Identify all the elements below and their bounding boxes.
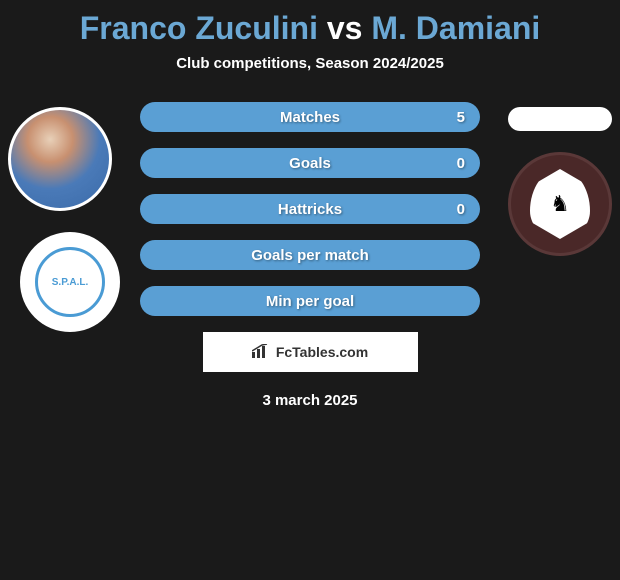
stat-row-matches: Matches 5 <box>140 102 480 132</box>
player1-avatar <box>8 107 112 211</box>
player2-club-badge: ♞ <box>508 152 612 256</box>
stat-label: Hattricks <box>278 201 342 218</box>
stat-label: Min per goal <box>266 293 354 310</box>
date-text: 3 march 2025 <box>10 392 610 409</box>
player2-name: M. Damiani <box>371 10 540 46</box>
chart-icon <box>252 344 270 361</box>
player1-club-badge: S.P.A.L. <box>20 232 120 332</box>
infographic-container: Franco Zuculini vs M. Damiani Club compe… <box>0 0 620 580</box>
stat-row-goals: Goals 0 <box>140 148 480 178</box>
comparison-title: Franco Zuculini vs M. Damiani <box>0 10 620 47</box>
stat-row-hattricks: Hattricks 0 <box>140 194 480 224</box>
stat-label: Goals per match <box>251 247 369 264</box>
player1-name: Franco Zuculini <box>80 10 318 46</box>
stat-row-mpg: Min per goal <box>140 286 480 316</box>
player2-avatar <box>508 107 612 131</box>
stat-label: Matches <box>280 109 340 126</box>
attribution-text: FcTables.com <box>276 344 368 360</box>
stat-row-gpm: Goals per match <box>140 240 480 270</box>
stat-val-right: 0 <box>457 155 465 172</box>
spal-badge-text: S.P.A.L. <box>35 247 105 317</box>
vs-text: vs <box>327 10 363 46</box>
attribution-box: FcTables.com <box>203 332 418 372</box>
stat-label: Goals <box>289 155 331 172</box>
stats-area: S.P.A.L. ♞ Matches 5 Goals 0 Hattricks 0 <box>0 102 620 409</box>
stat-val-right: 5 <box>457 109 465 126</box>
stat-val-right: 0 <box>457 201 465 218</box>
stat-rows: Matches 5 Goals 0 Hattricks 0 Goals per … <box>140 102 480 316</box>
subtitle: Club competitions, Season 2024/2025 <box>0 55 620 72</box>
arezzo-badge-icon: ♞ <box>530 169 590 239</box>
